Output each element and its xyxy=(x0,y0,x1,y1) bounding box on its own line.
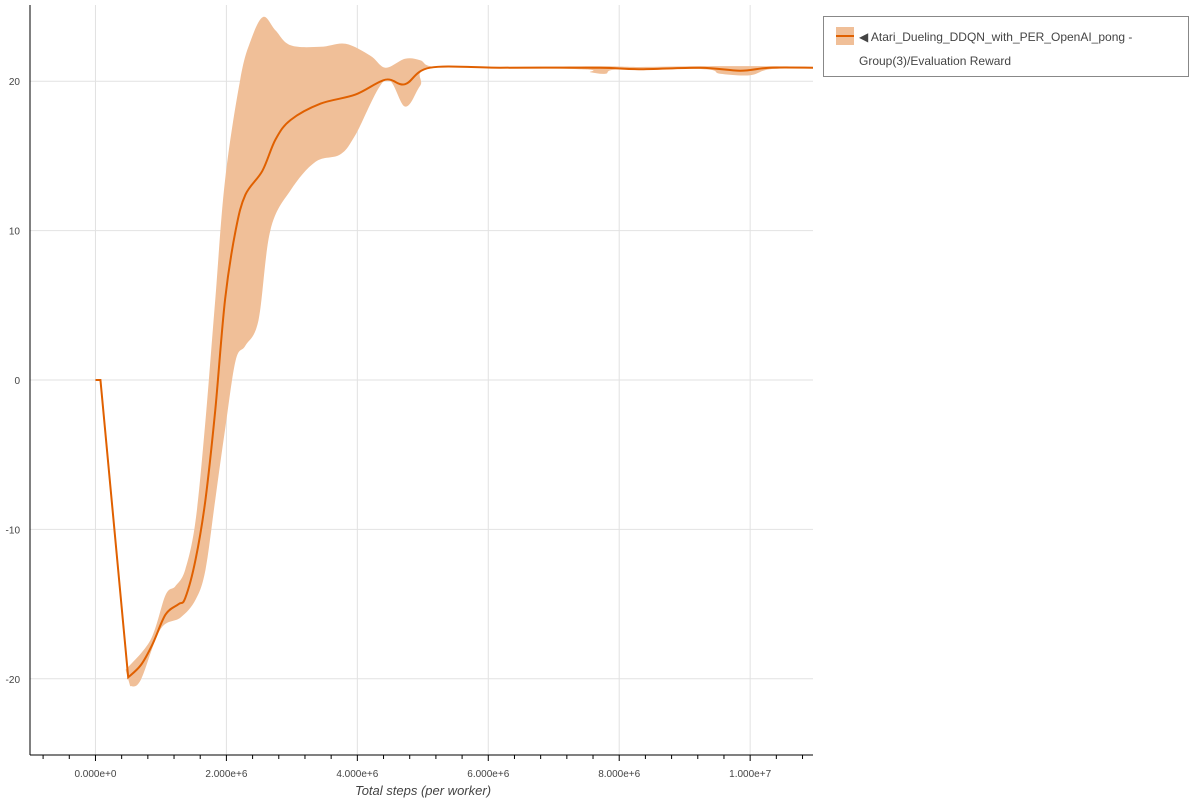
x-tick-label: 8.000e+6 xyxy=(598,769,640,780)
std-band xyxy=(125,16,814,687)
x-tick-label: 4.000e+6 xyxy=(336,769,378,780)
x-axis-label: Total steps (per worker) xyxy=(355,783,491,798)
y-tick-label: 0 xyxy=(14,376,20,387)
x-tick-label: 0.000e+0 xyxy=(74,769,116,780)
grid xyxy=(30,5,813,755)
y-tick-label: -20 xyxy=(6,675,21,686)
legend[interactable]: ◀ Atari_Dueling_DDQN_with_PER_OpenAI_pon… xyxy=(823,16,1189,77)
x-tick-label: 1.000e+7 xyxy=(729,769,771,780)
mean-line xyxy=(95,65,814,680)
legend-swatch-icon xyxy=(836,27,854,45)
y-tick-label: 10 xyxy=(9,227,21,238)
legend-entry[interactable]: ◀ Atari_Dueling_DDQN_with_PER_OpenAI_pon… xyxy=(859,30,1133,68)
x-tick-label: 6.000e+6 xyxy=(467,769,509,780)
x-tick-label: 2.000e+6 xyxy=(205,769,247,780)
y-tick-label: -10 xyxy=(6,525,21,536)
y-tick-label: 20 xyxy=(9,77,21,88)
axes: 0.000e+0 2.000e+6 4.000e+6 6.000e+6 8.000e+6… xyxy=(6,5,813,780)
